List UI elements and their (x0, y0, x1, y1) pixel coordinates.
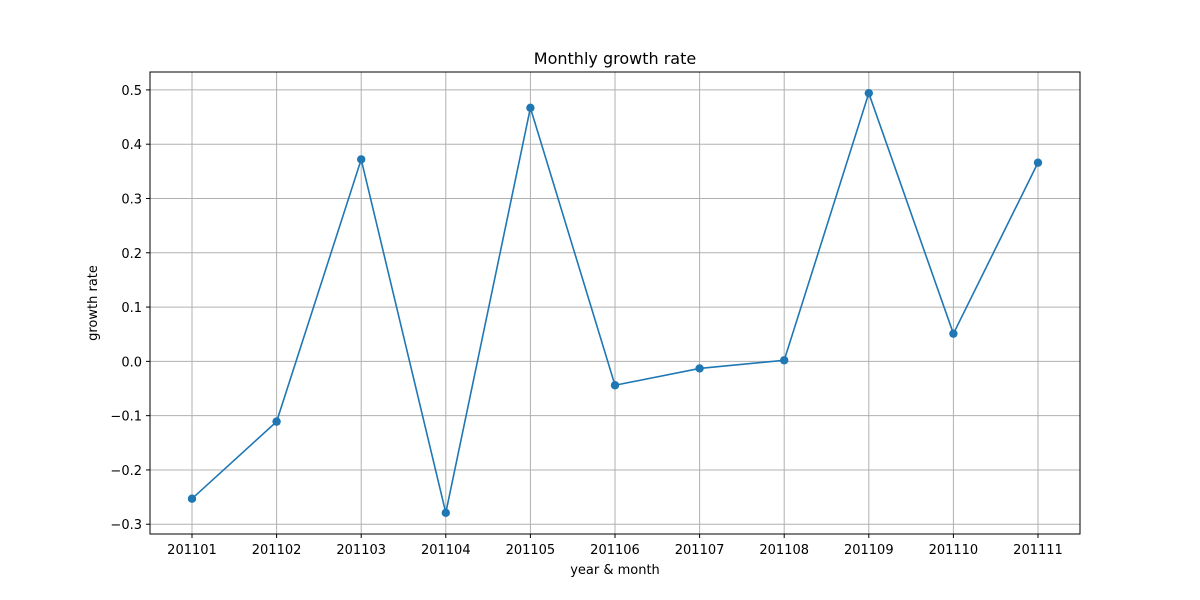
x-tick-label: 201111 (1013, 543, 1063, 558)
x-tick-label: 201107 (675, 543, 725, 558)
series-layer (187, 88, 1043, 518)
data-point (187, 494, 197, 503)
data-point (357, 155, 366, 164)
y-tick-label: 0.5 (121, 84, 142, 99)
y-tick-label: 0.4 (121, 138, 142, 153)
x-tick-label: 201106 (590, 543, 640, 558)
x-axis-label: year & month (570, 563, 660, 578)
axis-ticks: 201101 201102 201103 201104 201105 201106 2011… (110, 84, 1062, 558)
y-tick-label: −0.3 (110, 518, 142, 533)
y-tick-label: −0.1 (110, 410, 142, 425)
x-tick-label: 201108 (759, 543, 809, 558)
data-point (949, 329, 958, 338)
data-point (272, 417, 281, 426)
data-point (1033, 158, 1043, 167)
y-tick-label: 0.3 (121, 192, 142, 207)
data-point (441, 508, 450, 518)
y-tick-label: 0.2 (121, 247, 142, 262)
y-tick-label: 0.0 (121, 355, 142, 370)
x-tick-label: 201109 (844, 543, 894, 558)
x-tick-label: 201105 (506, 543, 556, 558)
x-tick-label: 201102 (252, 543, 302, 558)
y-tick-label: 0.1 (121, 301, 142, 316)
x-tick-label: 201104 (421, 543, 471, 558)
data-point (695, 364, 704, 373)
data-point (780, 356, 789, 365)
grid-lines (150, 72, 1080, 534)
x-tick-label: 201101 (167, 543, 217, 558)
data-point (526, 103, 535, 113)
data-point (864, 88, 873, 98)
data-point (610, 381, 620, 390)
y-axis-label: growth rate (86, 265, 101, 341)
x-tick-label: 201103 (336, 543, 386, 558)
y-tick-label: −0.2 (110, 464, 142, 479)
chart-title: Monthly growth rate (534, 49, 696, 68)
x-tick-label: 201110 (929, 543, 979, 558)
